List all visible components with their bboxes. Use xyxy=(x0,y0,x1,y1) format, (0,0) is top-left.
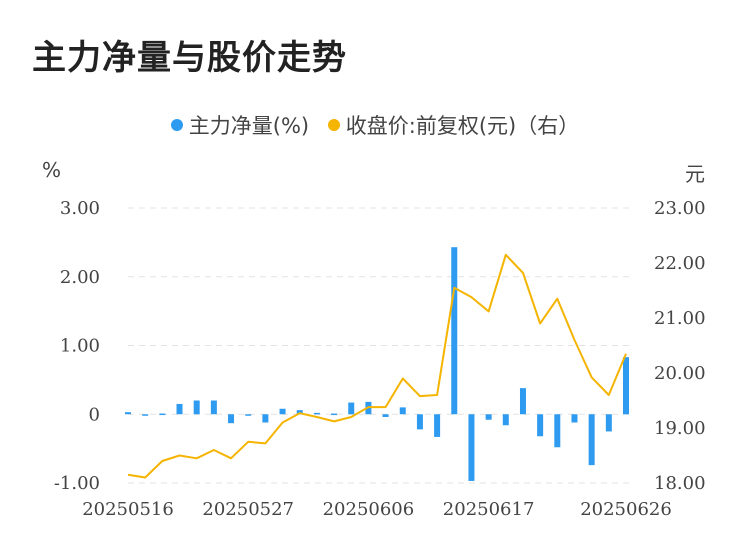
net-flow-bar xyxy=(193,400,200,415)
net-flow-bar xyxy=(176,403,183,415)
close-price-line xyxy=(127,253,627,479)
left-axis-unit: % xyxy=(42,158,62,182)
net-flow-bar xyxy=(519,388,526,415)
net-flow-bar xyxy=(485,414,492,420)
net-flow-bar xyxy=(125,412,131,415)
legend-line-swatch xyxy=(327,119,340,131)
right-tick-label: 19.00 xyxy=(654,418,706,439)
legend-bar-swatch xyxy=(170,119,183,131)
legend-item-net-flow[interactable]: 主力净量(%) xyxy=(170,110,310,140)
net-flow-bar xyxy=(623,357,629,415)
net-flow-bar xyxy=(159,413,166,416)
net-flow-bar xyxy=(279,408,286,415)
net-flow-bar xyxy=(537,414,544,437)
net-flow-bar xyxy=(313,412,320,415)
net-flow-bar xyxy=(416,414,423,430)
right-tick-label: 21.00 xyxy=(654,308,706,329)
left-tick-label: -1.00 xyxy=(54,473,100,494)
legend-label-close-price: 收盘价:前复权(元)（右） xyxy=(345,114,580,138)
legend: 主力净量(%) 收盘价:前复权(元)（右） xyxy=(0,110,750,140)
right-tick-label: 18.00 xyxy=(654,473,706,494)
chart-title: 主力净量与股价走势 xyxy=(32,38,347,78)
right-axis-unit: 元 xyxy=(685,162,705,186)
right-tick-label: 22.00 xyxy=(654,253,706,274)
left-tick-label: 1.00 xyxy=(60,336,100,357)
net-flow-bar xyxy=(262,414,269,423)
x-tick-label: 20250617 xyxy=(443,499,535,520)
legend-label-net-flow: 主力净量(%) xyxy=(188,114,310,138)
net-flow-bar xyxy=(571,414,578,423)
net-flow-bar xyxy=(296,410,303,415)
net-flow-bar xyxy=(588,414,595,466)
net-flow-bar xyxy=(434,414,441,437)
net-flow-bar xyxy=(605,414,612,432)
net-flow-bar xyxy=(210,400,217,415)
left-tick-label: 0 xyxy=(89,404,100,425)
x-tick-label: 20250516 xyxy=(82,499,174,520)
x-tick-label: 20250626 xyxy=(580,499,672,520)
right-tick-label: 23.00 xyxy=(654,198,706,219)
net-flow-bar xyxy=(502,414,509,426)
net-flow-bar xyxy=(245,414,252,416)
x-tick-label: 20250527 xyxy=(202,499,294,520)
x-tick-label: 20250606 xyxy=(323,499,415,520)
net-flow-bar xyxy=(331,413,338,416)
left-tick-label: 2.00 xyxy=(60,267,100,288)
legend-item-close-price[interactable]: 收盘价:前复权(元)（右） xyxy=(327,110,580,140)
net-flow-bar xyxy=(399,407,406,415)
net-flow-bar xyxy=(142,414,149,416)
net-flow-bar xyxy=(348,402,355,415)
net-flow-bar xyxy=(228,414,235,424)
net-flow-bar xyxy=(451,247,458,415)
net-flow-bar xyxy=(468,414,475,481)
net-flow-bar xyxy=(554,414,561,448)
net-flow-bar xyxy=(382,414,389,417)
left-tick-label: 3.00 xyxy=(60,198,100,219)
right-tick-label: 20.00 xyxy=(654,363,706,384)
